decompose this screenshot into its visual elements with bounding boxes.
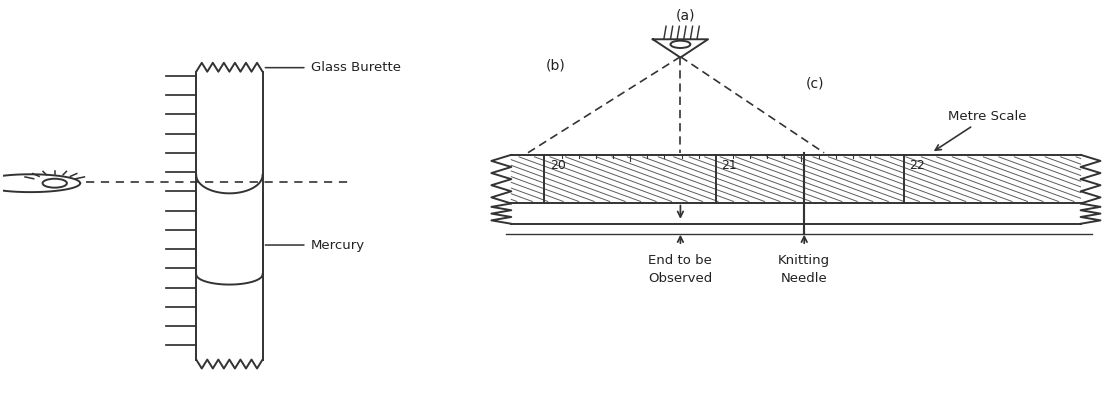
Text: (c): (c)	[805, 77, 824, 91]
Text: 22: 22	[909, 159, 925, 172]
Text: Observed: Observed	[649, 272, 712, 285]
Text: Metre Scale: Metre Scale	[935, 110, 1027, 150]
Text: Glass Burette: Glass Burette	[311, 61, 401, 74]
Text: End to be: End to be	[649, 254, 712, 267]
Text: Needle: Needle	[781, 272, 828, 285]
Text: 20: 20	[550, 159, 565, 172]
Text: 21: 21	[721, 159, 737, 172]
Text: (a): (a)	[677, 9, 695, 23]
Text: Knitting: Knitting	[778, 254, 830, 267]
Text: Mercury: Mercury	[311, 238, 366, 252]
Text: (b): (b)	[546, 59, 565, 73]
